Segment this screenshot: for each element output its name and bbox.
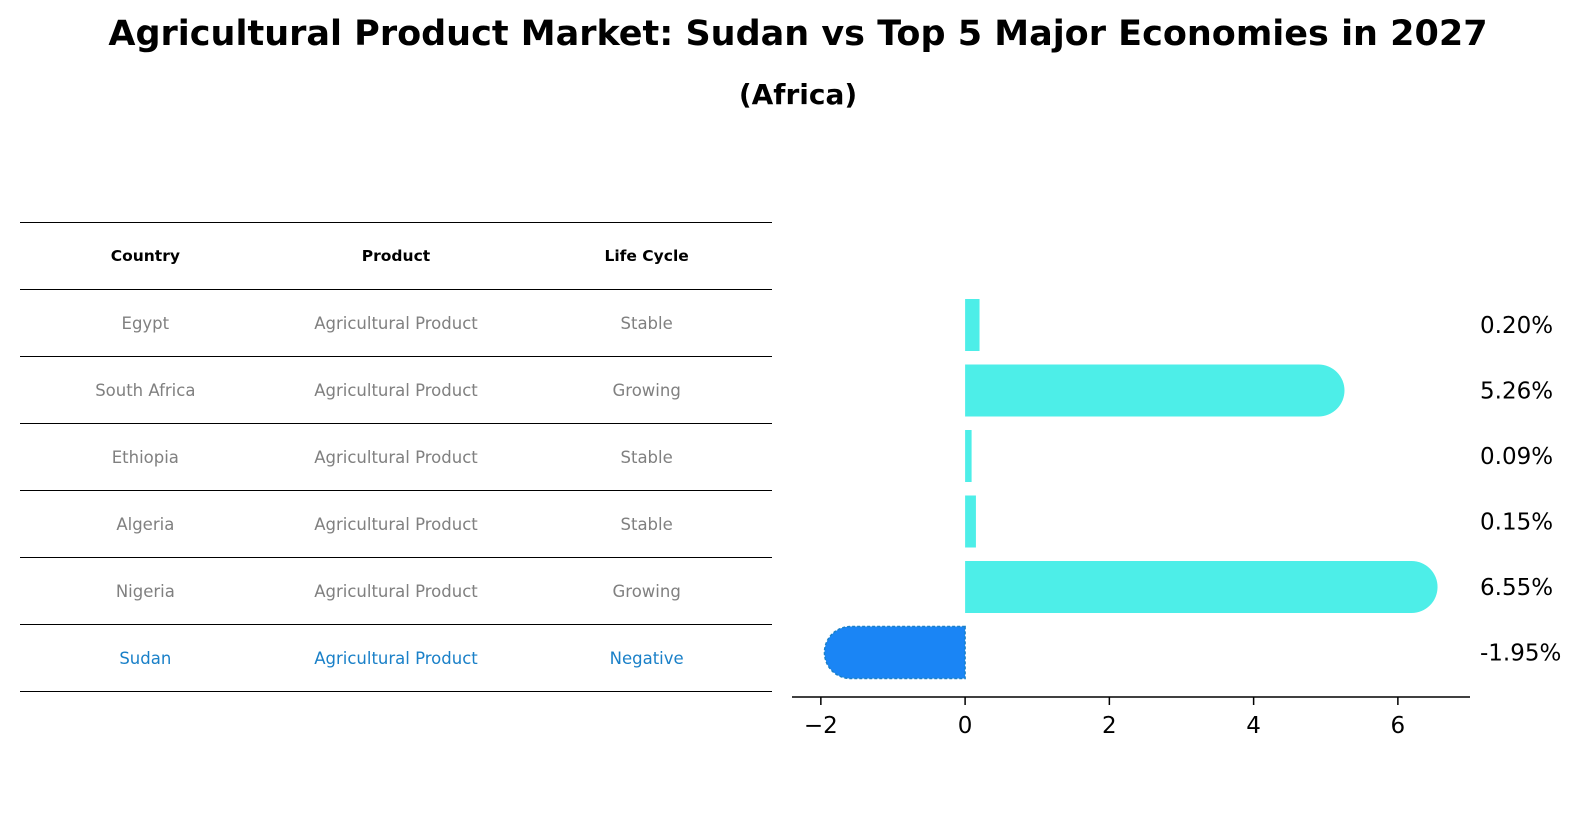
bar-sudan	[823, 625, 966, 680]
cell-life-cycle: Negative	[609, 648, 684, 668]
bar-egypt	[965, 299, 980, 351]
cell-product: Agricultural Product	[314, 313, 478, 333]
x-tick-label: 2	[1102, 713, 1117, 739]
cell-product: Agricultural Product	[314, 380, 478, 400]
value-label-algeria: 0.15%	[1480, 510, 1553, 536]
x-tick-label: 6	[1391, 713, 1406, 739]
chart-subtitle: (Africa)	[738, 78, 858, 111]
table-row: Algeria Agricultural Product Stable	[20, 491, 772, 558]
value-label-south-africa: 5.26%	[1480, 379, 1553, 405]
value-label-ethiopia: 0.09%	[1480, 444, 1553, 470]
cell-product: Agricultural Product	[314, 514, 478, 534]
table-row: Nigeria Agricultural Product Growing	[20, 558, 772, 625]
cell-product: Agricultural Product	[314, 581, 478, 601]
header-life-cycle: Life Cycle	[604, 247, 689, 265]
cell-country: Sudan	[119, 648, 172, 668]
table-row: Ethiopia Agricultural Product Stable	[20, 424, 772, 491]
bar-algeria	[965, 495, 976, 548]
value-label-egypt: 0.20%	[1480, 313, 1553, 339]
cell-product: Agricultural Product	[314, 648, 478, 668]
cell-country: South Africa	[95, 380, 196, 400]
table-header-row: Country Product Life Cycle	[20, 222, 772, 290]
cell-life-cycle: Stable	[620, 514, 673, 534]
cell-life-cycle: Stable	[620, 447, 673, 467]
header-country: Country	[110, 247, 180, 265]
x-tick-label: 4	[1246, 713, 1261, 739]
chart-title: Agricultural Product Market: Sudan vs To…	[108, 14, 1488, 54]
table-row-highlighted: Sudan Agricultural Product Negative	[20, 625, 772, 692]
table-row: South Africa Agricultural Product Growin…	[20, 357, 772, 424]
table-row: Egypt Agricultural Product Stable	[20, 290, 772, 357]
value-label-sudan: -1.95%	[1480, 641, 1561, 667]
cell-country: Nigeria	[115, 581, 175, 601]
comparison-table: Country Product Life Cycle Egypt Agricul…	[20, 222, 772, 692]
bar-south-africa	[965, 364, 1345, 417]
cell-country: Algeria	[116, 514, 175, 534]
cell-life-cycle: Growing	[612, 581, 681, 601]
cell-life-cycle: Growing	[612, 380, 681, 400]
bar-nigeria	[965, 561, 1438, 613]
cell-product: Agricultural Product	[314, 447, 478, 467]
header-product: Product	[361, 247, 431, 265]
cell-life-cycle: Stable	[620, 313, 673, 333]
x-tick-label: −2	[804, 713, 838, 739]
bar-ethiopia	[965, 430, 972, 482]
value-label-nigeria: 6.55%	[1480, 575, 1553, 601]
x-tick-label: 0	[958, 713, 973, 739]
cell-country: Ethiopia	[111, 447, 179, 467]
cell-country: Egypt	[121, 313, 170, 333]
